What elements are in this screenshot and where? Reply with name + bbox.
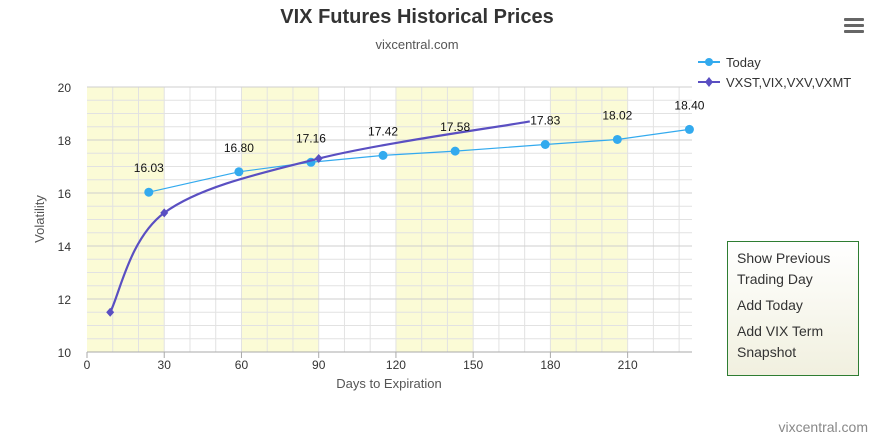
x-tick-label: 0 xyxy=(84,358,91,372)
chart-series xyxy=(106,120,694,317)
today-data-label: 18.02 xyxy=(602,108,632,122)
today-point xyxy=(450,146,460,156)
y-tick-label: 16 xyxy=(58,187,72,201)
legend-item-today[interactable]: Today xyxy=(698,52,851,72)
legend-label: VXST,VIX,VXV,VXMT xyxy=(726,74,852,90)
credit-link[interactable]: vixcentral.com xyxy=(778,419,868,435)
data-labels: 16.03 16.80 17.16 17.42 17.58 17.83 18.02 18.40 xyxy=(134,98,705,175)
today-point xyxy=(540,140,550,150)
x-tick-label: 30 xyxy=(158,358,172,372)
today-data-label: 16.03 xyxy=(134,161,164,175)
y-axis-label: Volatility xyxy=(32,195,47,243)
today-series-line xyxy=(148,128,690,193)
today-point xyxy=(234,167,244,177)
term-point xyxy=(106,307,115,317)
menu-bar xyxy=(844,30,864,33)
x-tick-label: 120 xyxy=(386,358,406,372)
hamburger-menu-icon[interactable] xyxy=(842,16,866,38)
x-tick-label: 180 xyxy=(540,358,560,372)
today-point xyxy=(378,150,388,160)
circle-marker-icon xyxy=(698,58,720,66)
x-axis-label: Days to Expiration xyxy=(336,376,442,391)
tick-labels: 0 30 60 90 120 150 180 210 10 12 14 16 18 20 xyxy=(58,81,638,372)
x-tick-label: 90 xyxy=(312,358,326,372)
legend-label: Today xyxy=(726,54,761,70)
y-tick-label: 20 xyxy=(58,81,72,95)
menu-item-add-today[interactable]: Add Today xyxy=(737,297,803,313)
legend: Today VXST,VIX,VXV,VXMT xyxy=(698,52,851,92)
term-series-line xyxy=(109,120,530,313)
axes xyxy=(86,351,692,358)
today-data-label: 18.40 xyxy=(674,98,704,112)
today-point xyxy=(144,187,154,197)
y-tick-label: 14 xyxy=(58,240,72,254)
today-point xyxy=(612,134,622,144)
menu-item-show-previous[interactable]: Show Previous Trading Day xyxy=(737,250,831,287)
menu-item-add-snapshot[interactable]: Add VIX Term Snapshot xyxy=(737,323,824,360)
grid-lines xyxy=(87,86,692,352)
y-tick-label: 18 xyxy=(58,134,72,148)
chart-title: VIX Futures Historical Prices xyxy=(280,6,554,28)
x-tick-label: 150 xyxy=(463,358,483,372)
chart-subtitle: vixcentral.com xyxy=(375,37,459,52)
today-data-label: 16.80 xyxy=(224,141,254,155)
today-data-label: 17.83 xyxy=(530,114,560,128)
y-tick-label: 12 xyxy=(58,293,72,307)
context-menu: Show Previous Trading Day Add Today Add … xyxy=(727,241,859,376)
menu-bar xyxy=(844,24,864,27)
term-point xyxy=(314,154,323,164)
today-data-label: 17.58 xyxy=(440,120,470,134)
y-tick-label: 10 xyxy=(58,346,72,360)
today-data-label: 17.42 xyxy=(368,124,398,138)
menu-bar xyxy=(844,18,864,21)
x-tick-label: 60 xyxy=(235,358,249,372)
today-point xyxy=(684,124,694,134)
term-point xyxy=(160,208,169,218)
diamond-marker-icon xyxy=(698,77,720,87)
x-tick-label: 210 xyxy=(618,358,638,372)
legend-item-term[interactable]: VXST,VIX,VXV,VXMT xyxy=(698,72,851,92)
today-data-label: 17.16 xyxy=(296,131,326,145)
